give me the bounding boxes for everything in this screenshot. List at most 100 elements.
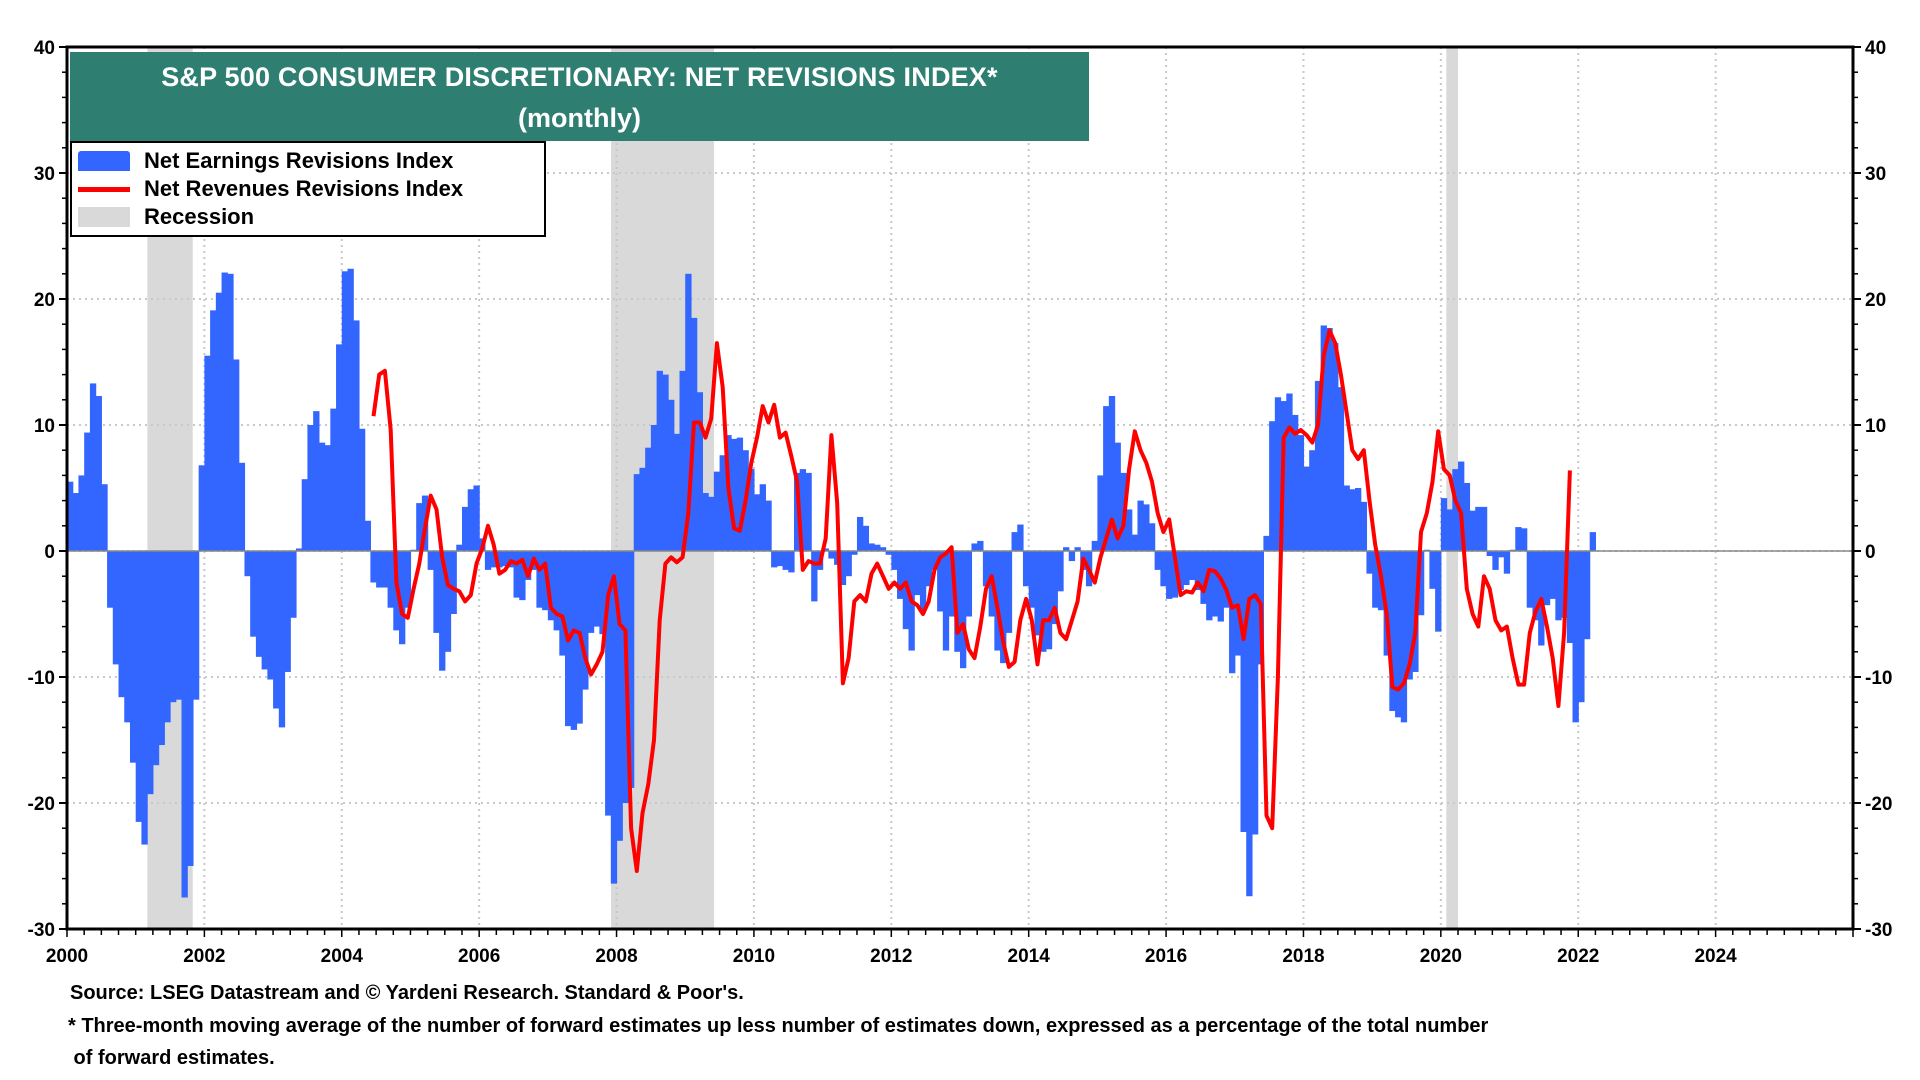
earnings-bar [1532,551,1539,621]
earnings-bar [656,370,663,551]
earnings-bar [1486,551,1493,557]
earnings-bar [542,551,549,611]
earnings-bar [1034,551,1041,636]
earnings-bar [204,355,211,551]
earnings-bar [868,543,875,551]
earnings-bar [1045,551,1053,650]
y-tick-label-left: -10 [28,668,55,689]
y-tick-label-right: -20 [1865,794,1892,815]
x-tick-label: 2000 [46,946,88,967]
earnings-bar [593,551,600,627]
earnings-bar [1269,421,1276,551]
earnings-bar [164,551,171,723]
earnings-bar [788,551,795,573]
earnings-bar [1154,551,1161,570]
earnings-bar [811,551,818,602]
earnings-bar [1137,500,1144,551]
earnings-bar [1166,551,1173,599]
earnings-bar [1217,551,1224,622]
earnings-bar [1366,551,1373,574]
earnings-bar [1223,551,1230,608]
earnings-bar [1177,551,1184,591]
earnings-bar [1074,547,1081,551]
earnings-bar [1114,442,1121,551]
earnings-bar [233,359,240,551]
earnings-bar [965,551,973,617]
earnings-bar [450,551,457,614]
earnings-bars [67,268,1597,898]
earnings-bar [1206,551,1213,621]
earnings-bar [1498,551,1505,558]
earnings-bar [513,551,520,598]
earnings-bar [1526,551,1534,608]
y-tick-label-left: -30 [28,920,55,941]
earnings-bar [141,551,148,845]
y-tick-label-right: -10 [1865,668,1892,689]
earnings-bar [559,551,566,656]
earnings-bar [971,543,978,551]
earnings-bar [456,544,463,551]
earnings-bar [433,551,440,633]
earnings-bar [948,551,955,617]
earnings-bar [885,551,892,555]
earnings-bar [1469,510,1476,551]
earnings-bar [776,551,784,567]
earnings-bar [198,465,205,551]
y-tick-label-left: 10 [34,416,55,437]
footnote-line1: * Three-month moving average of the numb… [68,1015,1489,1037]
earnings-bar [135,551,143,822]
earnings-bar [1297,435,1305,551]
earnings-bar [364,520,371,551]
earnings-bar [1349,489,1356,551]
earnings-bar [668,399,675,551]
earnings-bar [1395,551,1402,718]
earnings-bar [610,551,618,884]
earnings-bar [1028,551,1036,608]
earnings-bar [387,551,394,608]
chart-title-box: S&P 500 CONSUMER DISCRETIONARY: NET REVI… [70,52,1089,141]
x-tick-label: 2016 [1145,946,1187,967]
earnings-bar [244,551,251,577]
earnings-bar [399,551,406,645]
earnings-bar [731,438,738,551]
earnings-bar [215,292,223,551]
source-note: Source: LSEG Datastream and © Yardeni Re… [70,982,744,1004]
earnings-bar [84,432,91,551]
x-tick-label: 2022 [1557,946,1599,967]
legend-label: Recession [144,204,255,229]
y-tick-label-right: 0 [1865,542,1876,563]
earnings-bar [1051,551,1058,625]
earnings-bar [1480,506,1488,551]
x-tick-label: 2006 [458,946,500,967]
earnings-bar [1400,551,1408,723]
earnings-bar [1440,498,1448,551]
legend-label: Net Earnings Revisions Index [144,148,454,173]
earnings-bar [1583,551,1591,640]
earnings-bar [851,551,858,555]
earnings-bar [1452,469,1459,551]
earnings-bar [1543,551,1551,606]
earnings-bar [879,547,887,551]
earnings-bar [255,551,263,657]
earnings-bar [347,268,354,551]
earnings-bar [1194,551,1202,591]
earnings-bar [1108,396,1116,551]
earnings-bar [1000,551,1007,664]
earnings-bar [782,551,789,570]
earnings-bar [524,551,532,580]
earnings-bar [736,437,744,551]
earnings-bar [719,455,726,551]
earnings-bar [914,551,921,596]
earnings-bar [605,551,612,816]
earnings-bar [261,551,268,670]
earnings-bar [599,551,606,635]
earnings-bar [650,425,658,551]
earnings-bar [1463,482,1471,551]
earnings-bar [1492,551,1499,570]
earnings-bar [1103,406,1110,551]
legend: Net Earnings Revisions Index Net Revenue… [70,141,546,237]
shade-swatch-icon [78,207,130,227]
earnings-bar [685,273,692,551]
earnings-bar [662,374,669,551]
